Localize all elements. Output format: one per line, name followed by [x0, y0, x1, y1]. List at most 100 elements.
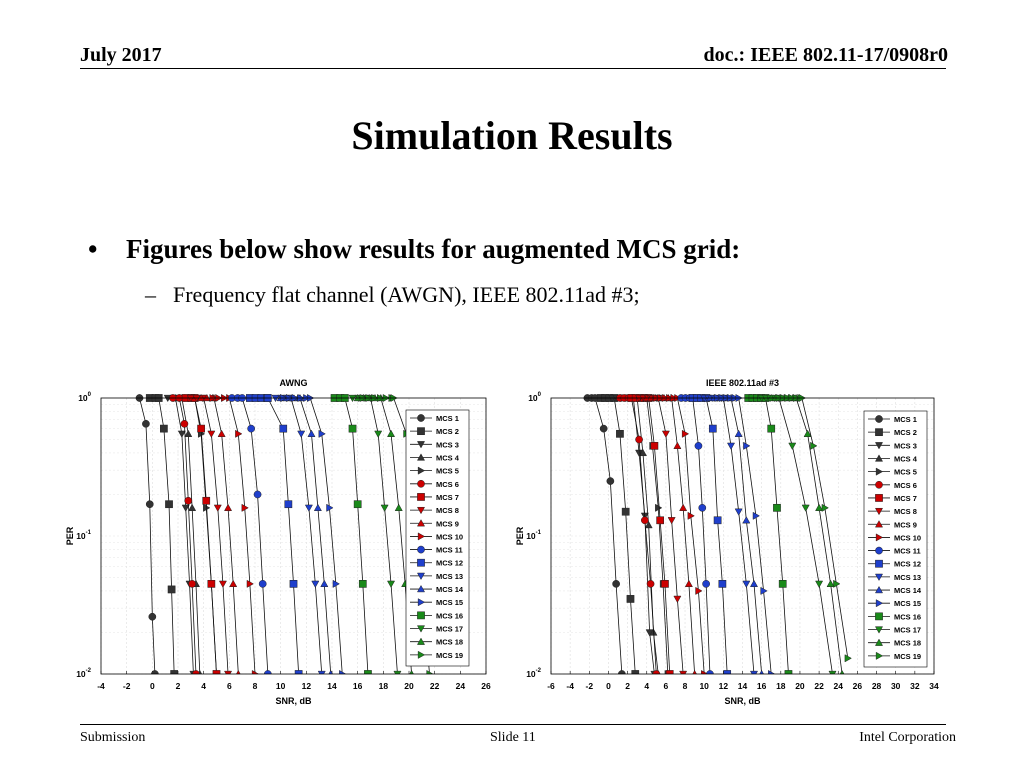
legend-marker [416, 625, 426, 633]
bullet-text: Figures below show results for augmented… [126, 234, 741, 264]
footer-slide-number: Slide 11 [490, 730, 536, 745]
legend-marker [416, 506, 426, 515]
legend-item: MCS 12 [410, 559, 463, 568]
legend-box [863, 410, 928, 668]
y-tick-exponent: -2 [86, 668, 92, 674]
x-tick-label: 6 [227, 681, 232, 691]
series-mcs-1 [135, 394, 159, 674]
series-point-mcs-15 [768, 669, 776, 674]
series-point-mcs-16 [348, 424, 357, 433]
legend-item: MCS 17 [868, 626, 921, 635]
legend-marker [875, 559, 883, 568]
y-tick-exponent: 0 [538, 392, 542, 398]
series-point-mcs-11 [253, 490, 262, 499]
x-tick-label: 16 [353, 681, 363, 691]
series-point-mcs-7 [656, 516, 665, 525]
series-point-mcs-10 [681, 429, 690, 438]
legend-marker [416, 637, 426, 645]
legend-label: MCS 1 [894, 415, 917, 424]
series-point-mcs-17 [380, 504, 389, 512]
series-point-mcs-3 [177, 430, 186, 438]
x-tick-label: 18 [776, 681, 786, 691]
series-point-mcs-12 [723, 670, 732, 674]
legend-item: MCS 10 [868, 533, 921, 542]
series-point-mcs-19 [821, 503, 829, 512]
y-tick-exponent: -2 [536, 668, 542, 674]
y-axis-label: PER [515, 526, 525, 545]
x-tick-label: 16 [757, 681, 767, 691]
series-point-mcs-3 [181, 504, 190, 512]
legend-marker [417, 558, 425, 567]
series-point-mcs-14 [742, 516, 751, 524]
series-point-mcs-6 [640, 516, 649, 525]
series-point-mcs-9 [679, 503, 688, 511]
series-point-mcs-6 [188, 580, 196, 588]
series-point-mcs-5 [655, 503, 663, 512]
series-point-mcs-17 [393, 670, 402, 674]
x-tick-label: -2 [586, 681, 594, 691]
legend-marker [875, 480, 883, 489]
y-tick-exponent: -1 [86, 530, 92, 536]
x-tick-label: 2 [176, 681, 181, 691]
y-tick-label: 100 [528, 392, 541, 403]
y-tick-label: 10-2 [526, 668, 541, 679]
series-point-mcs-10 [701, 669, 709, 674]
legend-item: MCS 7 [410, 493, 459, 502]
series-point-mcs-7 [665, 670, 674, 674]
series-point-mcs-15 [326, 503, 334, 512]
series-point-mcs-2 [626, 595, 635, 603]
legend-label: MCS 11 [894, 547, 921, 556]
x-tick-label: 22 [430, 681, 440, 691]
legend-marker [875, 494, 883, 502]
x-tick-label: 20 [404, 681, 414, 691]
series-point-mcs-7 [661, 580, 669, 588]
x-axis-label: SNR, dB [725, 696, 762, 706]
legend-label: MCS 15 [894, 599, 921, 608]
bullet-dot-icon: • [88, 234, 98, 264]
legend-marker [417, 650, 426, 659]
legend-label: MCS 10 [436, 532, 463, 541]
sub-bullet-item: – Frequency flat channel (AWGN), IEEE 802… [145, 282, 640, 308]
axis-frame [100, 397, 487, 675]
series-point-mcs-19 [426, 669, 434, 674]
x-tick-label: -4 [566, 681, 574, 691]
series-point-mcs-7 [650, 442, 659, 450]
x-tick-label: 0 [150, 681, 155, 691]
series-point-mcs-1 [148, 612, 157, 621]
legend-item: MCS 11 [410, 546, 463, 555]
y-axis-label: PER [65, 526, 75, 545]
legend-item: MCS 16 [410, 611, 463, 620]
series-point-mcs-16 [364, 670, 372, 674]
x-tick-label: 4 [201, 681, 206, 691]
x-tick-label: 24 [834, 681, 844, 691]
x-tick-label: 22 [814, 681, 824, 691]
axis-frame [550, 397, 935, 675]
series-point-mcs-8 [667, 517, 676, 525]
series-point-mcs-13 [734, 508, 743, 516]
legend-item: MCS 13 [410, 572, 463, 581]
series-point-mcs-15 [318, 429, 326, 438]
legend-label: MCS 7 [436, 493, 459, 502]
legend-item: MCS 15 [410, 598, 463, 607]
series-point-mcs-13 [726, 442, 736, 450]
x-tick-label: -4 [97, 681, 105, 691]
series-point-mcs-16 [784, 670, 793, 674]
legend-item: MCS 4 [868, 454, 918, 463]
series-point-mcs-9 [673, 441, 682, 449]
series-point-mcs-1 [142, 419, 150, 428]
legend-item: MCS 10 [410, 532, 463, 541]
series-point-mcs-7 [197, 424, 205, 433]
legend-item: MCS 2 [868, 428, 917, 437]
legend-marker [875, 533, 884, 542]
legend-label: MCS 16 [436, 611, 463, 620]
x-tick-label: 14 [738, 681, 748, 691]
legend-label: MCS 15 [436, 598, 463, 607]
x-tick-label: 18 [379, 681, 389, 691]
x-tick-label: 14 [327, 681, 337, 691]
series-point-mcs-18 [387, 429, 396, 437]
legend-marker [875, 428, 883, 437]
y-tick-label: 10-1 [526, 530, 541, 541]
legend-marker [875, 415, 883, 423]
legend-label: MCS 6 [436, 480, 459, 489]
